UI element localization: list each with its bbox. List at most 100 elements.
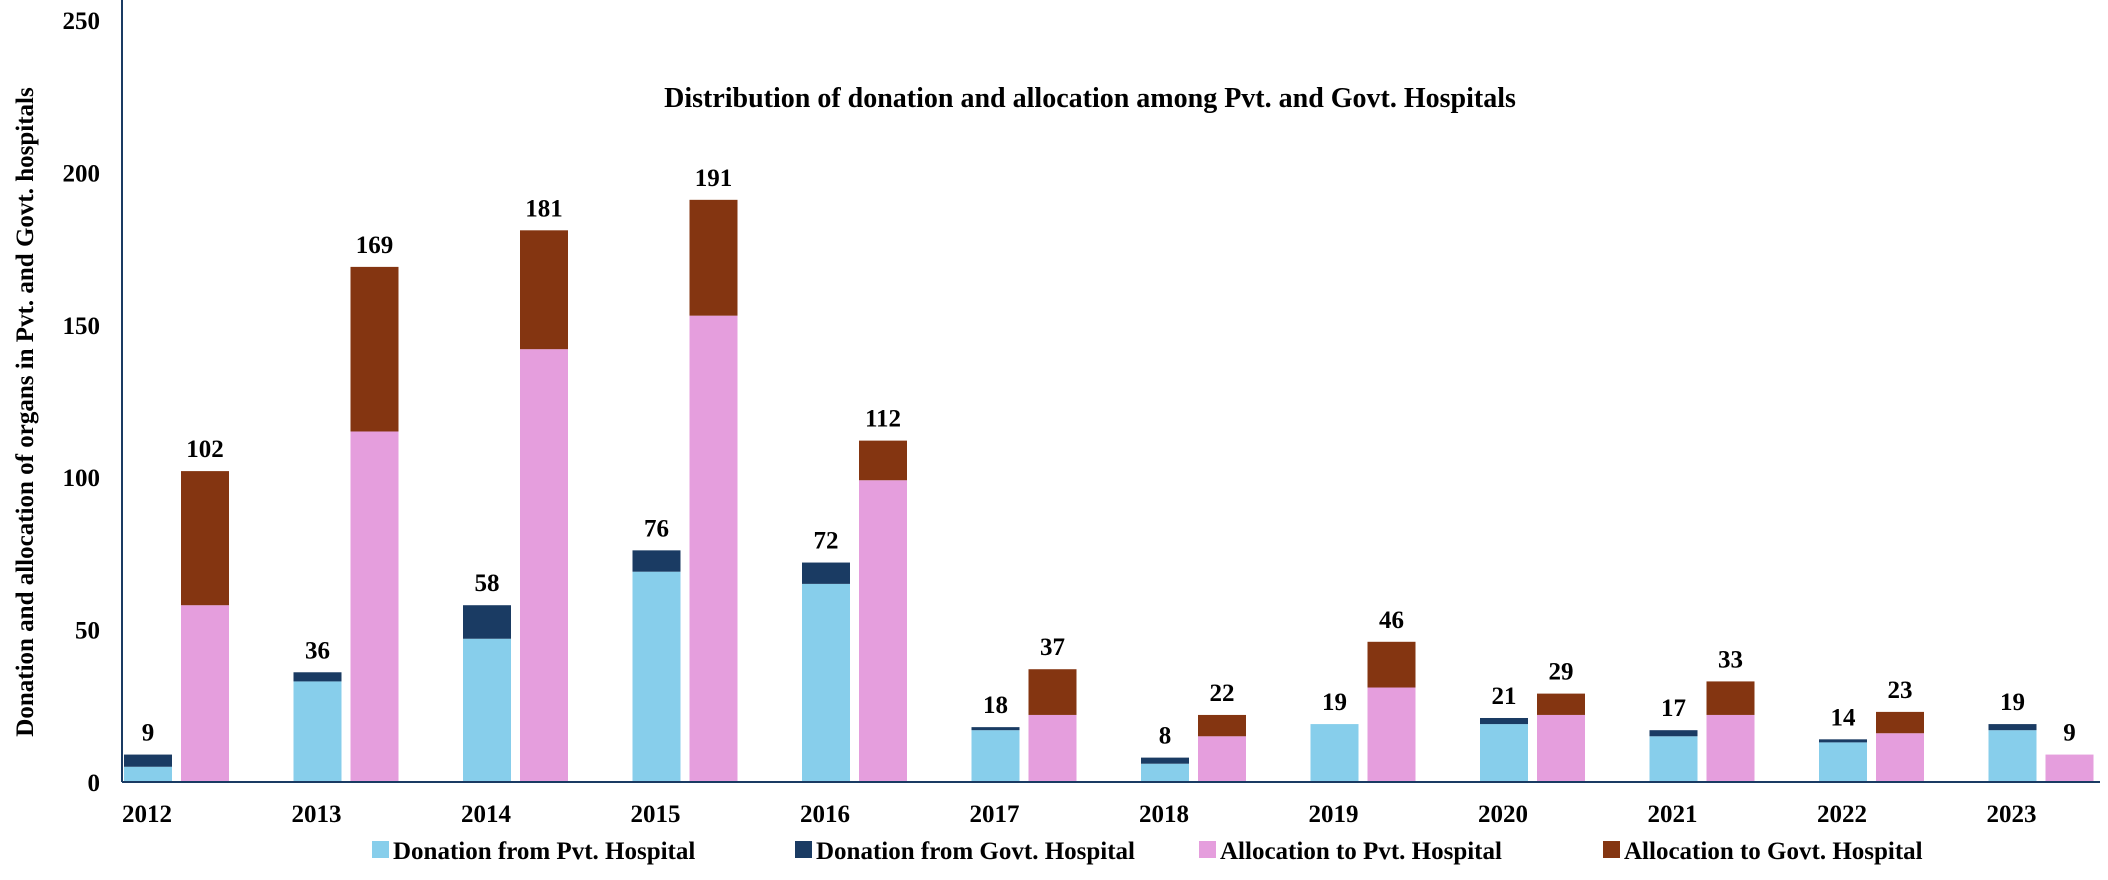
bar-segment [1310, 724, 1359, 782]
bar-segment [1706, 681, 1755, 715]
legend-item: Donation from Govt. Hospital [795, 838, 1135, 865]
data-label: 36 [305, 637, 330, 664]
bar-segment [1141, 757, 1189, 764]
y-axis-ticks: 0 50 100 150 200 250 [63, 8, 101, 797]
data-label: 37 [1040, 634, 1065, 661]
bar-segment [124, 766, 172, 782]
x-tick-label: 2013 [292, 801, 342, 828]
data-label: 112 [865, 406, 901, 433]
y-tick-label: 150 [63, 313, 101, 340]
legend-label: Allocation to Govt. Hospital [1624, 838, 1923, 865]
data-label: 58 [475, 570, 500, 597]
data-label: 14 [1831, 704, 1857, 731]
data-label: 76 [644, 515, 669, 542]
bar-segment [859, 440, 907, 481]
data-label: 18 [983, 692, 1008, 719]
bar-segment [463, 605, 511, 639]
data-label: 19 [1322, 689, 1347, 716]
bar-segment [1537, 693, 1585, 715]
bar-segment [802, 562, 850, 584]
bar-segment [859, 480, 907, 782]
data-labels-group: 9 102 36 169 58 181 76 191 72 112 18 37 8 22 19 46 21 29 1… [142, 165, 2076, 750]
bar-segment [1988, 730, 2037, 782]
bar-segment [1198, 736, 1246, 782]
bar-segment [1198, 714, 1246, 737]
x-tick-label: 2015 [631, 801, 681, 828]
legend-swatch [1199, 841, 1216, 858]
data-label: 46 [1379, 607, 1404, 634]
y-tick-label: 200 [63, 160, 101, 187]
bar-segment [971, 730, 1020, 782]
bar-segment [463, 638, 511, 782]
data-label: 29 [1549, 659, 1574, 686]
x-tick-label: 2012 [122, 801, 172, 828]
bar-segment [1649, 736, 1698, 782]
legend-label: Donation from Pvt. Hospital [393, 838, 695, 865]
y-axis-title: Donation and allocation of organs in Pvt… [12, 87, 39, 737]
chart-title-group: Distribution of donation and allocation … [664, 83, 1516, 114]
y-tick-label: 250 [63, 8, 101, 35]
bar-segment [632, 571, 681, 782]
data-label: 8 [1159, 723, 1172, 750]
bar-segment [971, 727, 1020, 731]
bar-segment [124, 754, 172, 767]
bar-segment [1480, 717, 1528, 725]
bar-segment [293, 681, 342, 782]
x-tick-label: 2022 [1817, 801, 1867, 828]
x-axis-ticks: 2012 2013 2014 2015 2016 2017 2018 2019 2020 2021… [122, 801, 2037, 828]
legend-swatch [372, 841, 389, 858]
data-label: 181 [525, 195, 563, 222]
legend-item: Allocation to Pvt. Hospital [1199, 838, 1502, 865]
y-tick-label: 0 [88, 770, 101, 797]
bar-segment [1819, 739, 1867, 743]
bar-segment [1876, 733, 1924, 782]
data-label: 19 [2000, 689, 2025, 716]
bar-segment [1141, 763, 1189, 782]
bar-segment [520, 349, 568, 782]
data-label: 33 [1718, 646, 1743, 673]
x-tick-label: 2021 [1648, 801, 1698, 828]
data-label: 191 [695, 165, 733, 192]
x-tick-label: 2014 [461, 801, 512, 828]
bar-segment [1988, 724, 2037, 731]
bar-segment [1649, 730, 1698, 737]
legend: Donation from Pvt. Hospital Donation from… [372, 838, 1923, 865]
bar-segment [181, 605, 229, 782]
bar-segment [1537, 714, 1585, 782]
legend-item: Donation from Pvt. Hospital [372, 838, 695, 865]
y-tick-label: 100 [63, 465, 101, 492]
x-tick-label: 2023 [1987, 801, 2037, 828]
bar-segment [350, 431, 399, 782]
bar-segment [1028, 714, 1077, 782]
bar-segment [1876, 711, 1924, 734]
bar-segment [1819, 742, 1867, 782]
bar-segment [293, 672, 342, 682]
data-label: 102 [186, 436, 224, 463]
bar-segment [1480, 724, 1528, 782]
x-tick-label: 2017 [970, 801, 1020, 828]
bar-segment [1367, 687, 1416, 782]
legend-label: Allocation to Pvt. Hospital [1220, 838, 1502, 865]
legend-label: Donation from Govt. Hospital [816, 838, 1135, 865]
bar-segment [1028, 669, 1077, 715]
bar-segment [1367, 641, 1416, 688]
data-label: 169 [356, 232, 394, 259]
data-label: 22 [1210, 680, 1235, 707]
bar-segment [689, 315, 738, 782]
bar-segment [520, 230, 568, 350]
data-label: 17 [1661, 695, 1686, 722]
y-tick-label: 50 [75, 618, 100, 645]
bar-segment [802, 583, 850, 782]
bars-group [124, 199, 2094, 782]
legend-item: Allocation to Govt. Hospital [1603, 838, 1923, 865]
x-tick-label: 2020 [1478, 801, 1528, 828]
bar-segment [689, 199, 738, 316]
data-label: 23 [1888, 677, 1913, 704]
bar-segment [632, 550, 681, 572]
bar-segment [181, 471, 229, 606]
legend-swatch [795, 841, 812, 858]
x-tick-label: 2016 [800, 801, 850, 828]
data-label: 21 [1492, 683, 1517, 710]
data-label: 72 [814, 528, 839, 555]
